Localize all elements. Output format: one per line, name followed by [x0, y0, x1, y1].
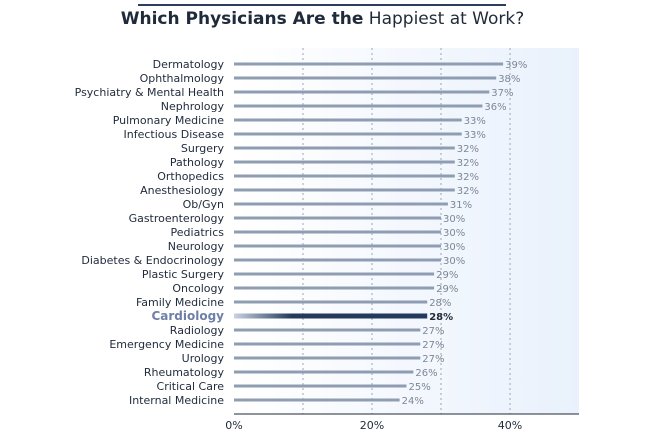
x-tick-label: 20% [360, 419, 384, 432]
bar [234, 76, 497, 80]
bar [234, 272, 435, 276]
value-label: 26% [415, 368, 437, 379]
bar [234, 62, 504, 66]
bar [234, 230, 441, 234]
value-label: 32% [457, 186, 479, 197]
value-label: 29% [436, 270, 458, 281]
value-label: 39% [505, 60, 527, 71]
category-label: Family Medicine [136, 296, 224, 309]
value-label: 32% [457, 144, 479, 155]
bar [234, 328, 421, 332]
bar [234, 202, 448, 206]
category-label: Nephrology [161, 100, 225, 113]
category-label: Pathology [170, 156, 225, 169]
x-tick-label: 0% [225, 419, 242, 432]
value-label: 36% [484, 102, 506, 113]
category-label: Plastic Surgery [142, 268, 225, 281]
value-label: 29% [436, 284, 458, 295]
value-label: 28% [429, 312, 453, 323]
value-label: 27% [422, 326, 444, 337]
bar [234, 216, 441, 220]
category-label: Psychiatry & Mental Health [75, 86, 224, 99]
value-label: 32% [457, 172, 479, 183]
bar [234, 244, 441, 248]
category-label: Surgery [181, 142, 225, 155]
value-label: 37% [491, 88, 513, 99]
bar [234, 300, 428, 304]
value-label: 24% [402, 396, 424, 407]
bar [234, 174, 455, 178]
value-label: 31% [450, 200, 472, 211]
bar [234, 384, 407, 388]
x-tick-label: 40% [498, 419, 522, 432]
category-label: Rheumatology [144, 366, 225, 379]
category-label: Infectious Disease [124, 128, 225, 141]
category-label: Pediatrics [171, 226, 225, 239]
category-label: Orthopedics [157, 170, 224, 183]
category-label: Pulmonary Medicine [113, 114, 225, 127]
bar [234, 188, 455, 192]
chart-title-rest: Happiest at Work? [368, 9, 525, 29]
category-label: Dermatology [153, 58, 225, 71]
category-label: Anesthesiology [140, 184, 224, 197]
bar [234, 313, 428, 319]
bar [234, 118, 462, 122]
category-label: Diabetes & Endocrinology [81, 254, 224, 267]
chart-title-strong: Which Physicians Are the [120, 9, 364, 29]
bar [234, 258, 441, 262]
bar [234, 160, 455, 164]
value-label: 25% [409, 382, 431, 393]
category-label: Ob/Gyn [183, 198, 224, 211]
value-label: 32% [457, 158, 479, 169]
category-label: Neurology [168, 240, 225, 253]
category-label: Urology [182, 352, 225, 365]
bar [234, 286, 435, 290]
bar [234, 342, 421, 346]
bar [234, 370, 414, 374]
value-label: 28% [429, 298, 451, 309]
value-label: 27% [422, 354, 444, 365]
category-label: Gastroenterology [129, 212, 225, 225]
value-label: 27% [422, 340, 444, 351]
value-label: 30% [443, 228, 465, 239]
bar [234, 104, 483, 108]
bar [234, 132, 462, 136]
category-label: Cardiology [151, 309, 224, 323]
bar [234, 90, 490, 94]
category-label: Internal Medicine [129, 394, 224, 407]
title-rule [138, 4, 506, 6]
value-label: 30% [443, 214, 465, 225]
value-label: 38% [498, 74, 520, 85]
value-label: 33% [464, 130, 486, 141]
bar [234, 398, 400, 402]
category-label: Radiology [170, 324, 225, 337]
category-label: Oncology [172, 282, 224, 295]
value-label: 33% [464, 116, 486, 127]
value-label: 30% [443, 242, 465, 253]
chart-title: Which Physicians Are the Happiest at Wor… [0, 9, 645, 29]
bar [234, 356, 421, 360]
category-label: Emergency Medicine [109, 338, 224, 351]
value-label: 30% [443, 256, 465, 267]
bar [234, 146, 455, 150]
category-label: Critical Care [157, 380, 225, 393]
category-label: Ophthalmology [140, 72, 225, 85]
